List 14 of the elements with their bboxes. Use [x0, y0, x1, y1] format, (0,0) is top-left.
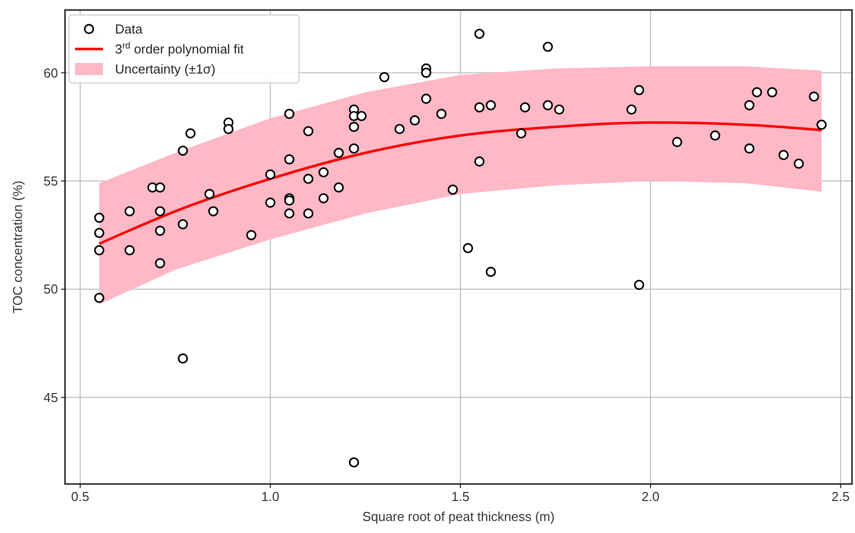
legend-label: 3$^{rd}$ order polynomial fit: [115, 40, 244, 56]
x-tick-label: 2.0: [641, 489, 660, 504]
x-tick-label: 0.5: [71, 489, 90, 504]
y-tick-label: 55: [44, 173, 58, 188]
x-tick-label: 2.5: [832, 489, 850, 504]
x-tick-label: 1.5: [451, 489, 470, 504]
y-tick-label: 60: [44, 65, 58, 80]
y-axis-title: TOC concentration (%): [10, 180, 25, 314]
y-tick-label: 45: [44, 390, 58, 405]
x-axis-title: Square root of peat thickness (m): [362, 509, 555, 524]
y-tick-label: 50: [44, 282, 58, 297]
legend-label: Data: [115, 22, 144, 36]
annotation: Uncertainty (±1σ): [115, 62, 216, 76]
x-tick-label: 1.0: [261, 489, 280, 504]
